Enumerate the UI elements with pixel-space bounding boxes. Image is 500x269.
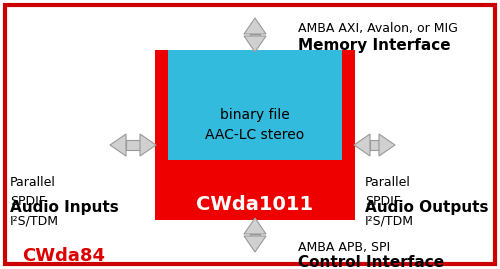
Text: Parallel
SPDIF
I²S/TDM: Parallel SPDIF I²S/TDM: [365, 176, 414, 227]
Polygon shape: [140, 134, 156, 156]
Text: CWda1011: CWda1011: [196, 195, 314, 214]
Bar: [370, 140, 379, 150]
Text: Audio Outputs: Audio Outputs: [365, 200, 488, 215]
Polygon shape: [379, 134, 395, 156]
Text: binary file: binary file: [220, 108, 290, 122]
Bar: [168, 50, 342, 160]
Text: Memory Interface: Memory Interface: [298, 38, 450, 53]
Text: CWda84: CWda84: [22, 247, 105, 265]
Text: Control Interface: Control Interface: [298, 255, 444, 269]
Text: AMBA AXI, Avalon, or MIG: AMBA AXI, Avalon, or MIG: [298, 22, 458, 35]
Polygon shape: [354, 134, 370, 156]
Polygon shape: [244, 236, 266, 252]
Text: Audio Inputs: Audio Inputs: [10, 200, 119, 215]
Polygon shape: [110, 134, 126, 156]
Bar: [250, 234, 260, 236]
Bar: [250, 34, 260, 36]
Polygon shape: [244, 18, 266, 34]
Bar: [126, 140, 140, 150]
Polygon shape: [244, 36, 266, 52]
Text: AAC-LC stereo: AAC-LC stereo: [206, 128, 304, 142]
Text: AMBA APB, SPI: AMBA APB, SPI: [298, 241, 390, 254]
Polygon shape: [244, 218, 266, 234]
Bar: [155, 50, 355, 220]
Text: Parallel
SPDIF
I²S/TDM: Parallel SPDIF I²S/TDM: [10, 176, 59, 227]
